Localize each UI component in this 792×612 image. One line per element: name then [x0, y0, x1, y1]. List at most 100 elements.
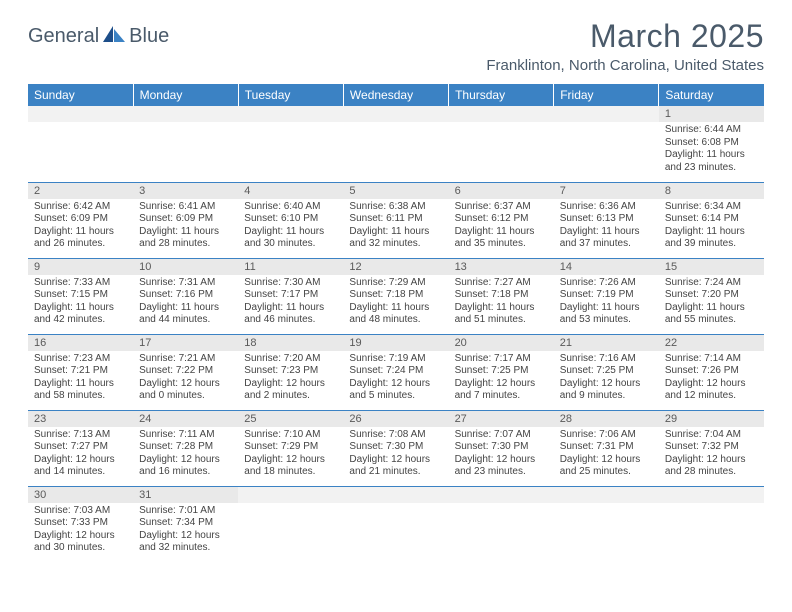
day-number: 1 — [659, 106, 764, 122]
day-details: Sunrise: 7:29 AMSunset: 7:18 PMDaylight:… — [343, 275, 448, 331]
calendar-cell: 6Sunrise: 6:37 AMSunset: 6:12 PMDaylight… — [449, 182, 554, 258]
day-details: Sunrise: 7:21 AMSunset: 7:22 PMDaylight:… — [133, 351, 238, 407]
day-details: Sunrise: 7:26 AMSunset: 7:19 PMDaylight:… — [554, 275, 659, 331]
day-number: 29 — [659, 411, 764, 427]
day-detail-line: Sunset: 7:17 PM — [244, 289, 337, 302]
weekday-header: Thursday — [449, 84, 554, 106]
day-detail-line: and 12 minutes. — [665, 390, 758, 403]
day-detail-line: Sunset: 7:28 PM — [139, 441, 232, 454]
day-detail-line: Daylight: 12 hours — [455, 378, 548, 391]
day-detail-line: Sunset: 7:24 PM — [349, 365, 442, 378]
day-number: 3 — [133, 183, 238, 199]
day-details: Sunrise: 7:01 AMSunset: 7:34 PMDaylight:… — [133, 503, 238, 559]
calendar-cell: 19Sunrise: 7:19 AMSunset: 7:24 PMDayligh… — [343, 334, 448, 410]
day-number: 30 — [28, 487, 133, 503]
calendar-cell: 21Sunrise: 7:16 AMSunset: 7:25 PMDayligh… — [554, 334, 659, 410]
calendar-cell: 16Sunrise: 7:23 AMSunset: 7:21 PMDayligh… — [28, 334, 133, 410]
day-number-empty — [28, 106, 133, 122]
day-detail-line: and 16 minutes. — [139, 466, 232, 479]
calendar-cell: 3Sunrise: 6:41 AMSunset: 6:09 PMDaylight… — [133, 182, 238, 258]
day-detail-line: Daylight: 12 hours — [665, 378, 758, 391]
day-detail-line: Sunset: 7:23 PM — [244, 365, 337, 378]
calendar-week-row: 30Sunrise: 7:03 AMSunset: 7:33 PMDayligh… — [28, 486, 764, 562]
day-detail-line: Sunrise: 7:16 AM — [560, 353, 653, 366]
day-detail-line: Daylight: 11 hours — [244, 302, 337, 315]
day-number: 12 — [343, 259, 448, 275]
day-detail-line: and 0 minutes. — [139, 390, 232, 403]
day-detail-line: Sunrise: 6:42 AM — [34, 201, 127, 214]
day-details: Sunrise: 7:03 AMSunset: 7:33 PMDaylight:… — [28, 503, 133, 559]
day-detail-line: Sunrise: 7:21 AM — [139, 353, 232, 366]
day-detail-line: Sunrise: 7:14 AM — [665, 353, 758, 366]
day-detail-line: Daylight: 11 hours — [560, 302, 653, 315]
day-detail-line: Daylight: 12 hours — [244, 378, 337, 391]
day-detail-line: and 28 minutes. — [139, 238, 232, 251]
day-number: 18 — [238, 335, 343, 351]
day-detail-line: Daylight: 11 hours — [560, 226, 653, 239]
calendar-cell: 8Sunrise: 6:34 AMSunset: 6:14 PMDaylight… — [659, 182, 764, 258]
calendar-cell — [554, 106, 659, 182]
day-details: Sunrise: 6:42 AMSunset: 6:09 PMDaylight:… — [28, 199, 133, 255]
day-detail-line: Sunrise: 7:10 AM — [244, 429, 337, 442]
calendar-cell: 1Sunrise: 6:44 AMSunset: 6:08 PMDaylight… — [659, 106, 764, 182]
day-number: 28 — [554, 411, 659, 427]
day-detail-line: Sunrise: 7:04 AM — [665, 429, 758, 442]
day-details: Sunrise: 7:08 AMSunset: 7:30 PMDaylight:… — [343, 427, 448, 483]
day-number-empty — [238, 487, 343, 503]
day-detail-line: Sunset: 6:11 PM — [349, 213, 442, 226]
weekday-header: Wednesday — [343, 84, 448, 106]
day-detail-line: Sunset: 6:08 PM — [665, 137, 758, 150]
calendar-cell — [238, 106, 343, 182]
day-detail-line: Sunset: 7:15 PM — [34, 289, 127, 302]
day-details: Sunrise: 6:41 AMSunset: 6:09 PMDaylight:… — [133, 199, 238, 255]
day-details: Sunrise: 7:06 AMSunset: 7:31 PMDaylight:… — [554, 427, 659, 483]
calendar-cell: 20Sunrise: 7:17 AMSunset: 7:25 PMDayligh… — [449, 334, 554, 410]
day-detail-line: Sunset: 7:25 PM — [560, 365, 653, 378]
day-detail-line: Daylight: 11 hours — [349, 226, 442, 239]
day-number-empty — [449, 487, 554, 503]
day-detail-line: Sunrise: 7:20 AM — [244, 353, 337, 366]
calendar-cell: 4Sunrise: 6:40 AMSunset: 6:10 PMDaylight… — [238, 182, 343, 258]
day-detail-line: Sunrise: 6:38 AM — [349, 201, 442, 214]
calendar-cell: 28Sunrise: 7:06 AMSunset: 7:31 PMDayligh… — [554, 410, 659, 486]
day-number: 16 — [28, 335, 133, 351]
day-number-empty — [659, 487, 764, 503]
day-detail-line: and 32 minutes. — [349, 238, 442, 251]
day-details: Sunrise: 6:38 AMSunset: 6:11 PMDaylight:… — [343, 199, 448, 255]
brand-logo: General Blue — [28, 18, 169, 49]
day-detail-line: Daylight: 12 hours — [139, 530, 232, 543]
day-detail-line: and 9 minutes. — [560, 390, 653, 403]
day-detail-line: and 23 minutes. — [455, 466, 548, 479]
day-detail-line: Daylight: 11 hours — [455, 302, 548, 315]
day-detail-line: Daylight: 12 hours — [665, 454, 758, 467]
day-detail-line: Sunset: 6:14 PM — [665, 213, 758, 226]
calendar-cell — [554, 486, 659, 562]
day-detail-line: Daylight: 11 hours — [139, 226, 232, 239]
day-number: 14 — [554, 259, 659, 275]
day-number: 5 — [343, 183, 448, 199]
day-detail-line: Sunrise: 7:29 AM — [349, 277, 442, 290]
day-number: 7 — [554, 183, 659, 199]
calendar-cell: 11Sunrise: 7:30 AMSunset: 7:17 PMDayligh… — [238, 258, 343, 334]
calendar-cell — [449, 486, 554, 562]
day-details: Sunrise: 6:34 AMSunset: 6:14 PMDaylight:… — [659, 199, 764, 255]
day-detail-line: Sunset: 7:31 PM — [560, 441, 653, 454]
calendar-cell — [343, 106, 448, 182]
day-detail-line: Sunrise: 7:01 AM — [139, 505, 232, 518]
day-detail-line: and 51 minutes. — [455, 314, 548, 327]
day-details: Sunrise: 7:10 AMSunset: 7:29 PMDaylight:… — [238, 427, 343, 483]
day-detail-line: Daylight: 12 hours — [560, 378, 653, 391]
calendar-cell: 2Sunrise: 6:42 AMSunset: 6:09 PMDaylight… — [28, 182, 133, 258]
day-detail-line: and 28 minutes. — [665, 466, 758, 479]
day-number: 22 — [659, 335, 764, 351]
day-number-empty — [238, 106, 343, 122]
day-detail-line: Daylight: 11 hours — [665, 226, 758, 239]
day-number: 13 — [449, 259, 554, 275]
day-details: Sunrise: 7:30 AMSunset: 7:17 PMDaylight:… — [238, 275, 343, 331]
day-detail-line: Sunrise: 7:13 AM — [34, 429, 127, 442]
calendar-cell: 30Sunrise: 7:03 AMSunset: 7:33 PMDayligh… — [28, 486, 133, 562]
day-details: Sunrise: 7:17 AMSunset: 7:25 PMDaylight:… — [449, 351, 554, 407]
day-detail-line: Daylight: 12 hours — [139, 454, 232, 467]
day-detail-line: and 18 minutes. — [244, 466, 337, 479]
day-details: Sunrise: 7:27 AMSunset: 7:18 PMDaylight:… — [449, 275, 554, 331]
